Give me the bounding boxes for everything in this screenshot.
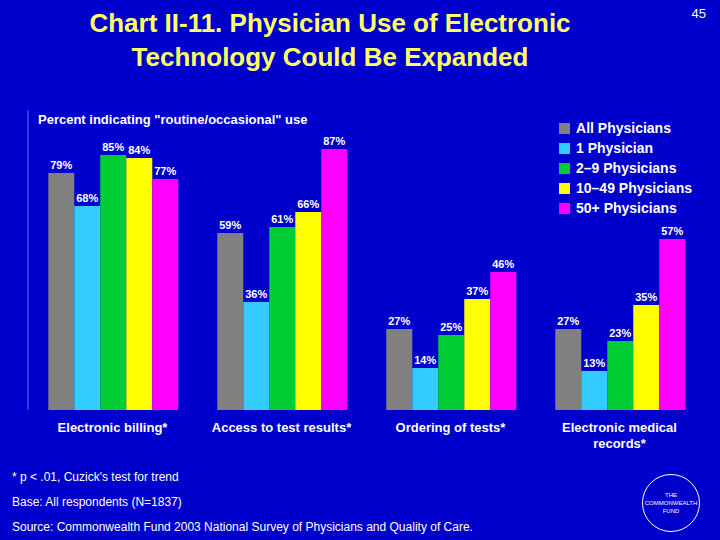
html-text:* p < .01, Cuzick's test for t: * p < .01, Cuzick's test for trend	[12, 470, 179, 484]
svg-text:84%: 84%	[128, 144, 150, 156]
html-text:45: 45	[691, 6, 706, 21]
svg-text:25%: 25%	[440, 321, 462, 333]
svg-text:36%: 36%	[245, 288, 267, 300]
svg-text:Ordering of tests*: Ordering of tests*	[396, 420, 507, 435]
svg-text:85%: 85%	[102, 141, 124, 153]
html-text:1 Physician: 1 Physician	[576, 140, 654, 156]
svg-text:23%: 23%	[609, 327, 631, 339]
svg-text:27%: 27%	[557, 315, 579, 327]
svg-text:Access to test results*: Access to test results*	[212, 420, 352, 435]
html-text:Percent indicating "routine/oc: Percent indicating "routine/occasional" …	[38, 112, 308, 127]
svg-text:66%: 66%	[297, 198, 319, 210]
svg-text:Electronic billing*: Electronic billing*	[58, 420, 169, 435]
svg-text:46%: 46%	[492, 258, 514, 270]
svg-text:77%: 77%	[154, 165, 176, 177]
svg-text:57%: 57%	[661, 225, 683, 237]
svg-text:37%: 37%	[466, 285, 488, 297]
html-text:Base: All respondents (N=1837): Base: All respondents (N=1837)	[12, 495, 182, 509]
svg-text:27%: 27%	[388, 315, 410, 327]
svg-text:35%: 35%	[635, 291, 657, 303]
svg-text:Electronic medicalrecords*: Electronic medicalrecords*	[562, 420, 677, 451]
svg-text:13%: 13%	[583, 357, 605, 369]
html-text:Source: Commonwealth Fund 2003: Source: Commonwealth Fund 2003 National …	[12, 520, 473, 534]
html-text:Chart II-11. Physician Use of: Chart II-11. Physician Use of Electronic…	[89, 8, 571, 72]
html-text:10–49 Physicians: 10–49 Physicians	[576, 180, 692, 196]
html-text:2–9 Physicians: 2–9 Physicians	[576, 160, 677, 176]
svg-text:87%: 87%	[323, 135, 345, 147]
html-text:THE COMMONWEALTH FUND: THE COMMONWEALTH FUND	[644, 492, 698, 514]
svg-text:61%: 61%	[271, 213, 293, 225]
svg-text:68%: 68%	[76, 192, 98, 204]
svg-text:79%: 79%	[50, 159, 72, 171]
html-text:All Physicians: All Physicians	[576, 120, 671, 136]
svg-text:14%: 14%	[414, 354, 436, 366]
html-text:50+ Physicians: 50+ Physicians	[576, 200, 677, 216]
svg-text:59%: 59%	[219, 219, 241, 231]
